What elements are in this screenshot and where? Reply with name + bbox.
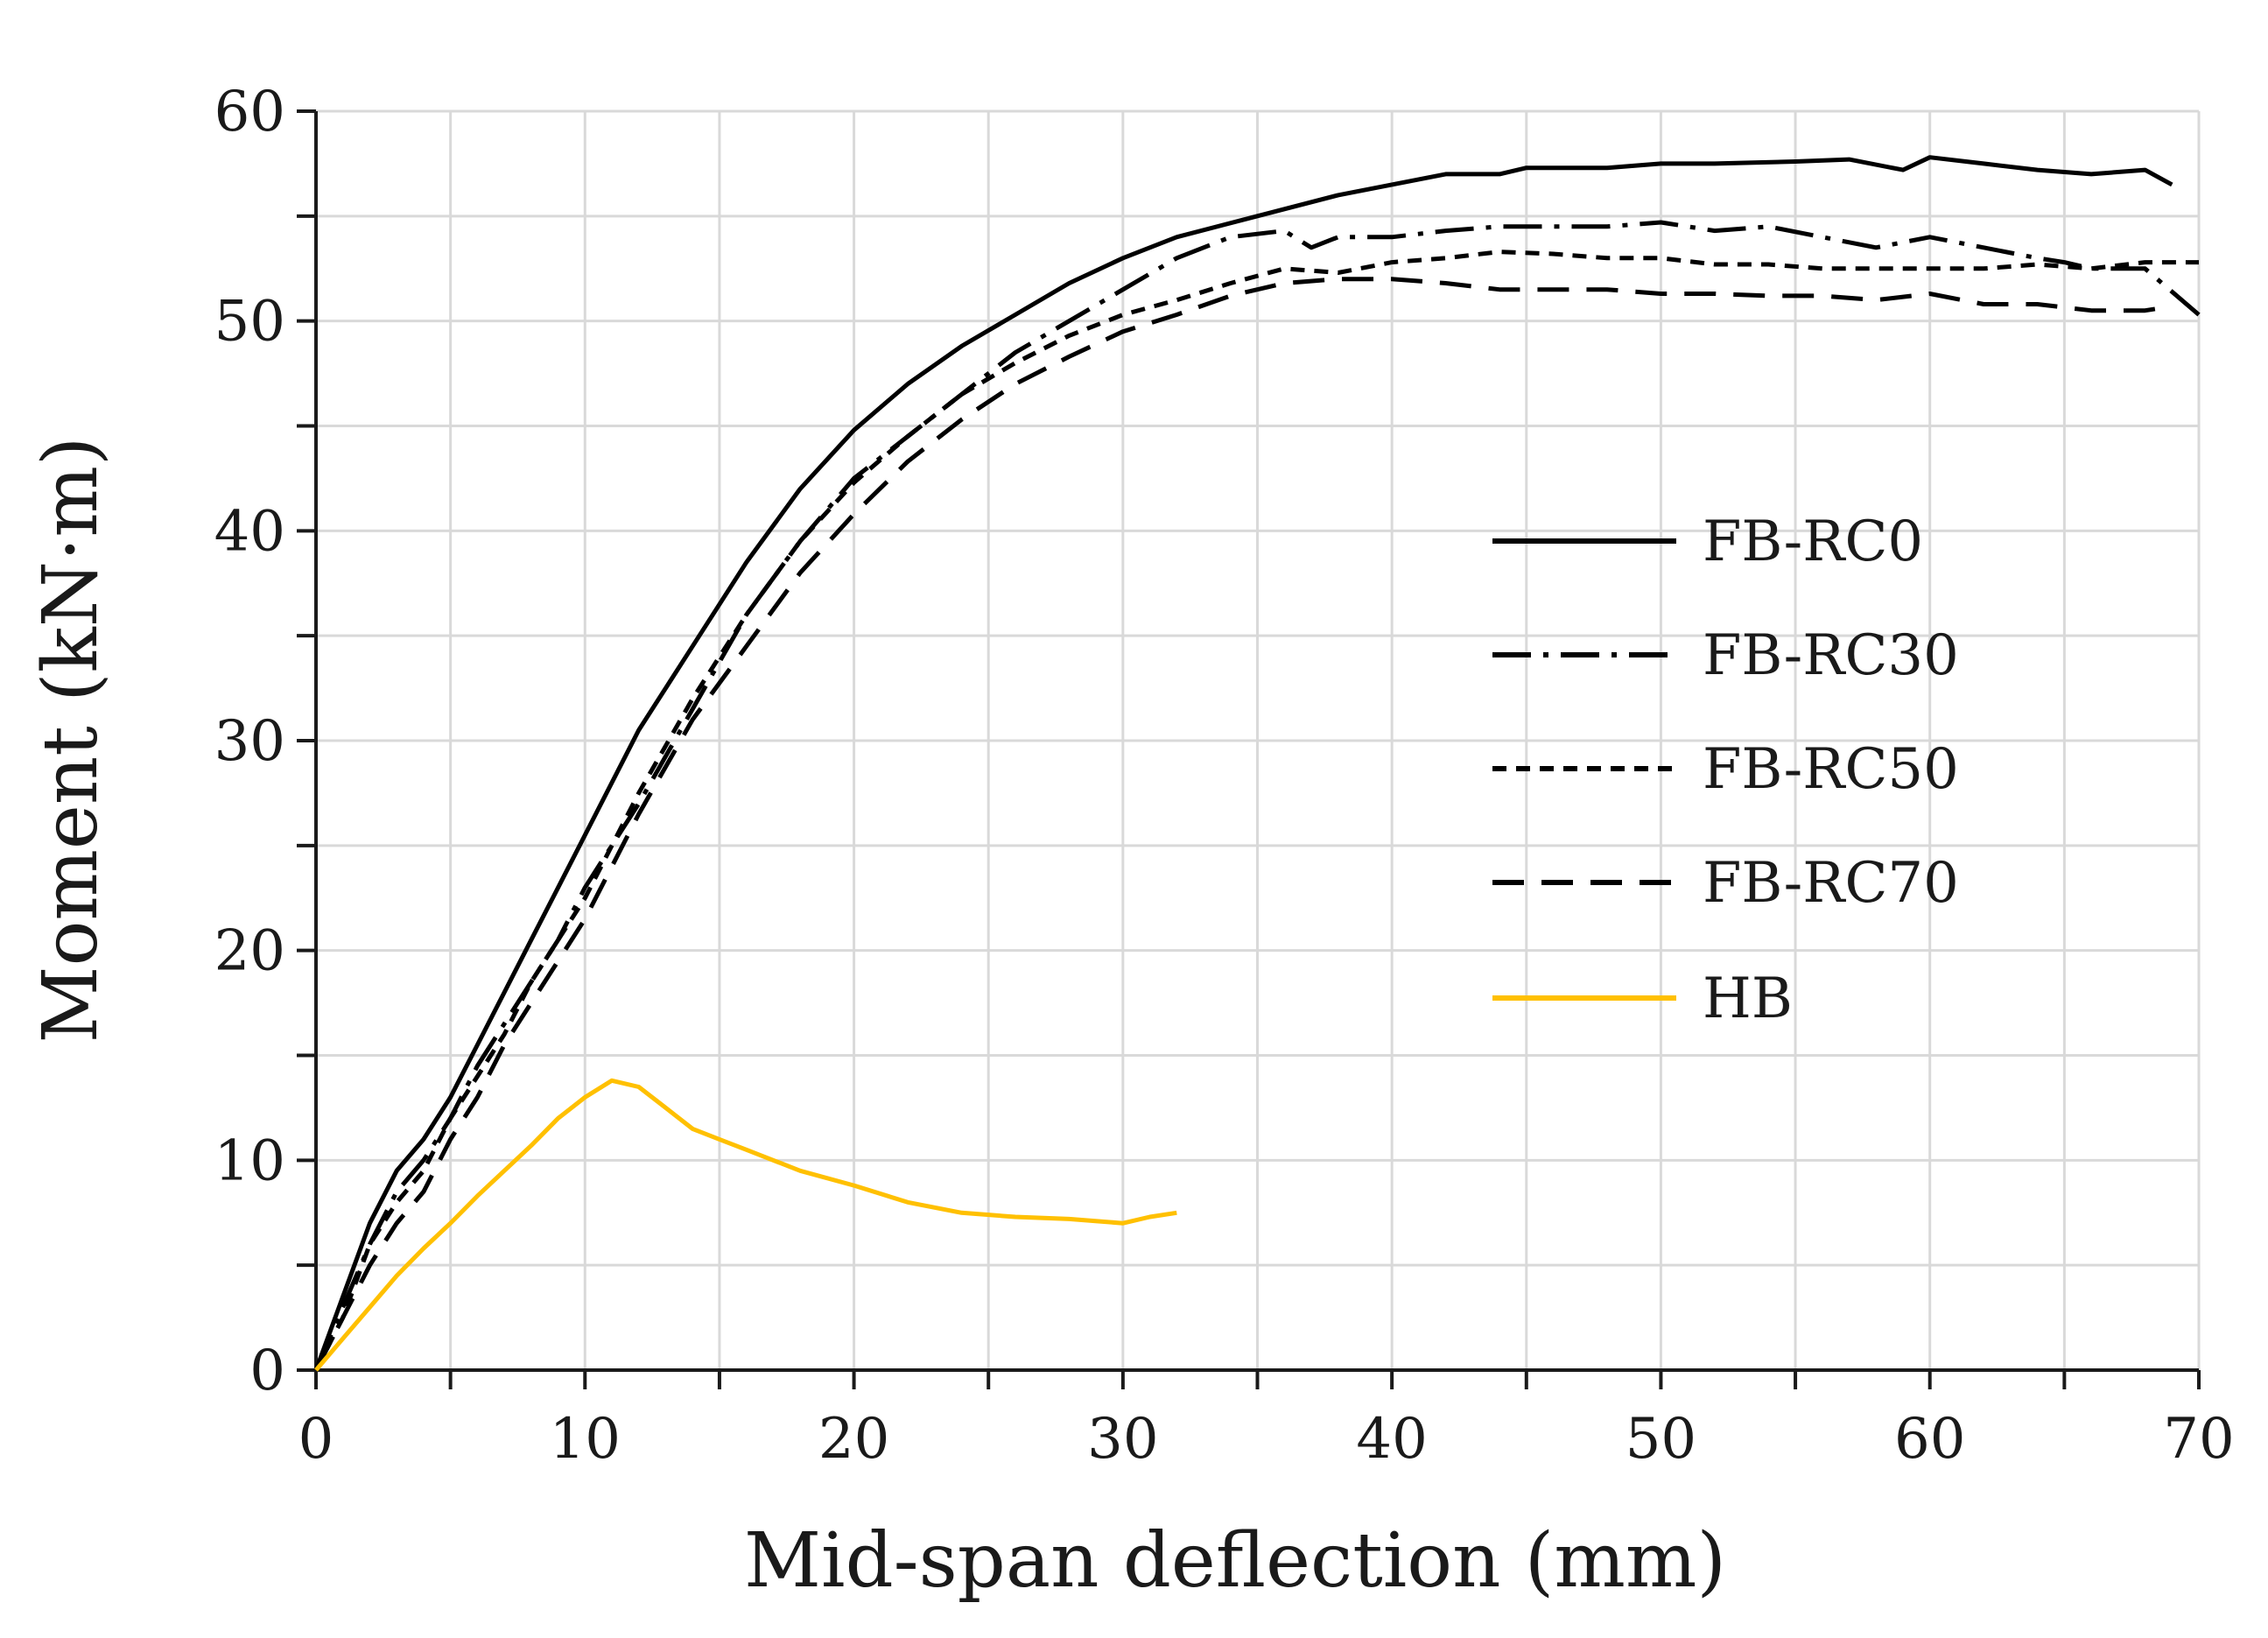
x-tick-label: 20 (818, 1407, 889, 1472)
x-tick-label: 0 (298, 1407, 334, 1472)
x-tick-label: 30 (1087, 1407, 1158, 1472)
series-line-fb-rc70 (313, 277, 2173, 1372)
x-tick-label: 50 (1626, 1407, 1696, 1472)
y-tick-label: 10 (214, 1128, 285, 1193)
series-lines (313, 155, 2201, 1372)
x-tick-label: 70 (2163, 1407, 2234, 1472)
y-tick-label: 0 (249, 1339, 285, 1403)
legend-label-hb: HB (1703, 967, 1793, 1031)
x-tick-label: 60 (1894, 1407, 1965, 1472)
legend-label-fb-rc30: FB-RC30 (1703, 623, 1959, 688)
y-axis-title: Moment (kN·m) (27, 437, 115, 1044)
x-tick-label: 40 (1356, 1407, 1427, 1472)
series-line-hb (314, 1078, 1177, 1372)
y-tick-label: 50 (214, 290, 285, 355)
y-tick-labels: 0 10 20 30 40 50 60 (214, 80, 285, 1403)
x-tick-label: 10 (550, 1407, 621, 1472)
legend-label-fb-rc70: FB-RC70 (1703, 851, 1959, 916)
y-tick-label: 20 (214, 919, 285, 984)
series-line-fb-rc0 (313, 155, 2173, 1371)
y-tick-label: 40 (214, 499, 285, 564)
legend-label-fb-rc0: FB-RC0 (1703, 510, 1923, 574)
legend-label-fb-rc50: FB-RC50 (1703, 737, 1959, 802)
legend: FB-RC0 FB-RC30 FB-RC50 FB-RC70 HB (1492, 510, 1959, 1031)
series-line-fb-rc50 (313, 250, 2199, 1372)
x-tick-labels: 0 10 20 30 40 50 60 70 (298, 1407, 2235, 1472)
tick-marks (297, 109, 2201, 1389)
y-tick-label: 60 (214, 80, 285, 144)
x-axis-title: Mid-span deflection (mm) (744, 1517, 1726, 1605)
y-tick-label: 30 (214, 709, 285, 774)
series-line-fb-rc30 (313, 220, 2201, 1371)
